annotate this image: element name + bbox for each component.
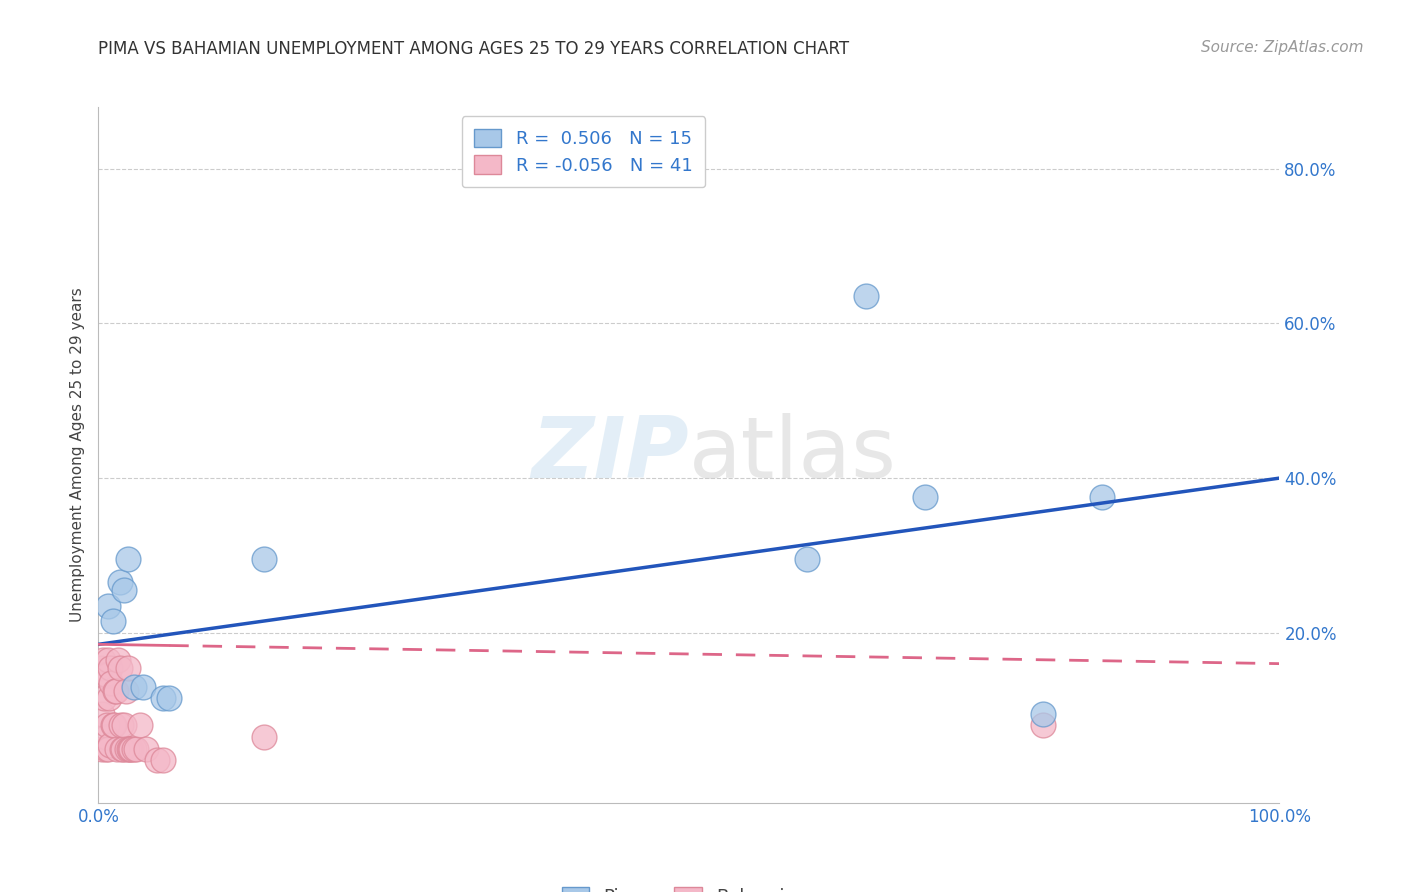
Text: Source: ZipAtlas.com: Source: ZipAtlas.com bbox=[1201, 40, 1364, 55]
Point bbox=[93, 668, 115, 682]
Point bbox=[157, 691, 180, 706]
Text: atlas: atlas bbox=[689, 413, 897, 497]
Point bbox=[101, 718, 124, 732]
Point bbox=[117, 552, 139, 566]
Point bbox=[132, 680, 155, 694]
Point bbox=[97, 741, 120, 756]
Point bbox=[94, 730, 117, 744]
Point bbox=[100, 676, 122, 690]
Point bbox=[253, 552, 276, 566]
Point bbox=[112, 718, 135, 732]
Point bbox=[122, 680, 145, 694]
Point bbox=[120, 741, 142, 756]
Point bbox=[91, 741, 114, 756]
Point bbox=[90, 660, 112, 674]
Point bbox=[107, 653, 129, 667]
Point bbox=[121, 741, 143, 756]
Point bbox=[97, 653, 120, 667]
Point bbox=[914, 491, 936, 505]
Point bbox=[96, 718, 118, 732]
Point bbox=[93, 691, 115, 706]
Point bbox=[110, 718, 132, 732]
Point bbox=[1032, 718, 1054, 732]
Point bbox=[103, 718, 125, 732]
Legend: Pima, Bahamians: Pima, Bahamians bbox=[548, 874, 830, 892]
Point bbox=[128, 718, 150, 732]
Point bbox=[112, 741, 135, 756]
Point bbox=[105, 683, 128, 698]
Text: ZIP: ZIP bbox=[531, 413, 689, 497]
Point bbox=[108, 660, 131, 674]
Point bbox=[96, 668, 118, 682]
Point bbox=[111, 741, 134, 756]
Point bbox=[101, 614, 124, 628]
Point bbox=[118, 741, 141, 756]
Point bbox=[855, 289, 877, 303]
Point bbox=[152, 753, 174, 767]
Point bbox=[1091, 491, 1114, 505]
Point bbox=[104, 683, 127, 698]
Point bbox=[796, 552, 818, 566]
Point bbox=[91, 706, 114, 721]
Point bbox=[114, 683, 136, 698]
Point bbox=[117, 660, 139, 674]
Point bbox=[122, 741, 145, 756]
Point bbox=[108, 575, 131, 590]
Point bbox=[146, 753, 169, 767]
Point bbox=[105, 741, 128, 756]
Point bbox=[152, 691, 174, 706]
Point bbox=[98, 738, 121, 752]
Point bbox=[253, 730, 276, 744]
Point bbox=[98, 691, 121, 706]
Point bbox=[94, 741, 117, 756]
Y-axis label: Unemployment Among Ages 25 to 29 years: Unemployment Among Ages 25 to 29 years bbox=[69, 287, 84, 623]
Point bbox=[125, 741, 148, 756]
Point bbox=[1032, 706, 1054, 721]
Text: PIMA VS BAHAMIAN UNEMPLOYMENT AMONG AGES 25 TO 29 YEARS CORRELATION CHART: PIMA VS BAHAMIAN UNEMPLOYMENT AMONG AGES… bbox=[98, 40, 849, 58]
Point bbox=[115, 741, 138, 756]
Point bbox=[97, 599, 120, 613]
Point bbox=[98, 660, 121, 674]
Point bbox=[135, 741, 157, 756]
Point bbox=[91, 653, 114, 667]
Point bbox=[112, 583, 135, 598]
